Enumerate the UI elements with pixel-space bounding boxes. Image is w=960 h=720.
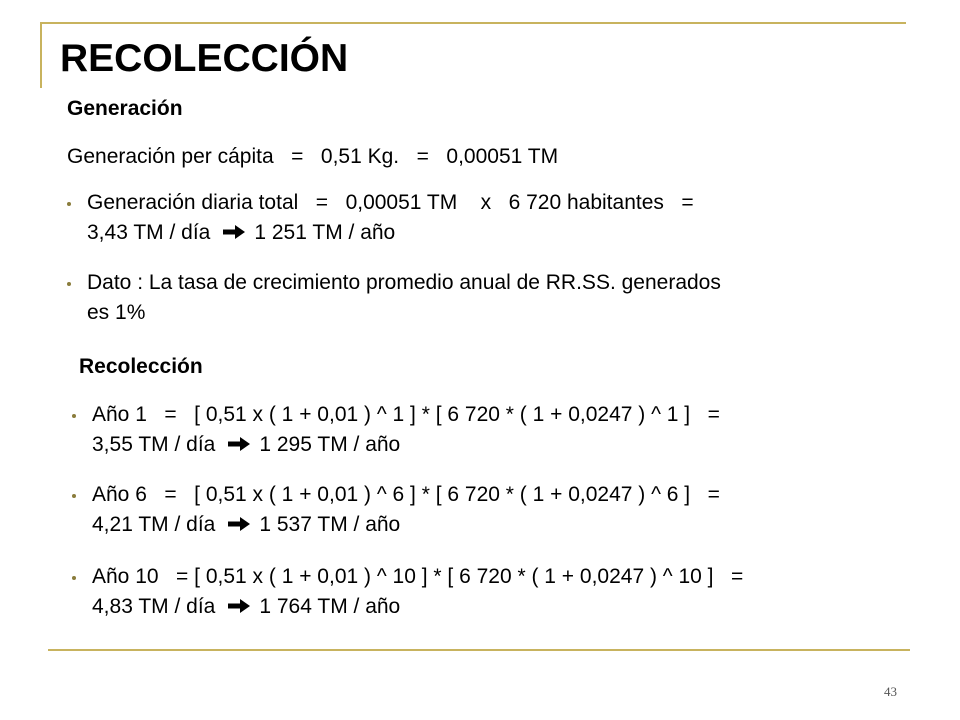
bullet-icon xyxy=(72,576,76,580)
page-number: 43 xyxy=(884,684,897,699)
list-item-line: Dato : La tasa de crecimiento promedio a… xyxy=(87,271,721,294)
list-item-line: 3,55 TM / día 1 295 TM / año xyxy=(92,430,720,460)
section-heading-generacion: Generación xyxy=(67,97,183,120)
daily-value: 4,21 TM / día xyxy=(92,513,216,536)
list-item-line: 3,43 TM / día 1 251 TM / año xyxy=(87,218,694,248)
list-item: Dato : La tasa de crecimiento promedio a… xyxy=(67,268,721,328)
daily-value: 3,43 TM / día xyxy=(87,221,211,244)
bullet-icon xyxy=(67,202,71,206)
arrow-right-icon xyxy=(228,517,251,531)
bullet-icon xyxy=(67,282,71,286)
arrow-right-icon xyxy=(228,599,251,613)
list-item-line: 4,83 TM / día 1 764 TM / año xyxy=(92,592,743,622)
left-border-rule xyxy=(40,22,42,88)
yearly-value: 1 295 TM / año xyxy=(259,433,401,456)
list-item-line: 4,21 TM / día 1 537 TM / año xyxy=(92,510,720,540)
daily-value: 4,83 TM / día xyxy=(92,595,216,618)
yearly-value: 1 537 TM / año xyxy=(259,513,401,536)
per-capita-line: Generación per cápita = 0,51 Kg. = 0,000… xyxy=(67,145,559,168)
daily-value: 3,55 TM / día xyxy=(92,433,216,456)
slide-title: RECOLECCIÓN xyxy=(60,37,349,80)
list-item-line: Año 1 = [ 0,51 x ( 1 + 0,01 ) ^ 1 ] * [ … xyxy=(92,403,720,426)
list-item-line: Año 6 = [ 0,51 x ( 1 + 0,01 ) ^ 6 ] * [ … xyxy=(92,483,720,506)
yearly-value: 1 764 TM / año xyxy=(259,595,401,618)
list-item: Año 1 = [ 0,51 x ( 1 + 0,01 ) ^ 1 ] * [ … xyxy=(72,400,720,460)
list-item: Año 10 = [ 0,51 x ( 1 + 0,01 ) ^ 10 ] * … xyxy=(72,562,743,622)
list-item-line: Generación diaria total = 0,00051 TM x 6… xyxy=(87,191,694,214)
section-heading-recoleccion: Recolección xyxy=(79,355,203,378)
yearly-value: 1 251 TM / año xyxy=(254,221,396,244)
arrow-right-icon xyxy=(228,437,251,451)
list-item: Generación diaria total = 0,00051 TM x 6… xyxy=(67,188,694,248)
arrow-right-icon xyxy=(223,225,246,239)
bullet-icon xyxy=(72,414,76,418)
list-item: Año 6 = [ 0,51 x ( 1 + 0,01 ) ^ 6 ] * [ … xyxy=(72,480,720,540)
top-border-rule xyxy=(40,22,906,24)
list-item-line: es 1% xyxy=(87,301,146,324)
bottom-border-rule xyxy=(48,649,910,651)
bullet-icon xyxy=(72,494,76,498)
list-item-line: Año 10 = [ 0,51 x ( 1 + 0,01 ) ^ 10 ] * … xyxy=(92,565,744,588)
